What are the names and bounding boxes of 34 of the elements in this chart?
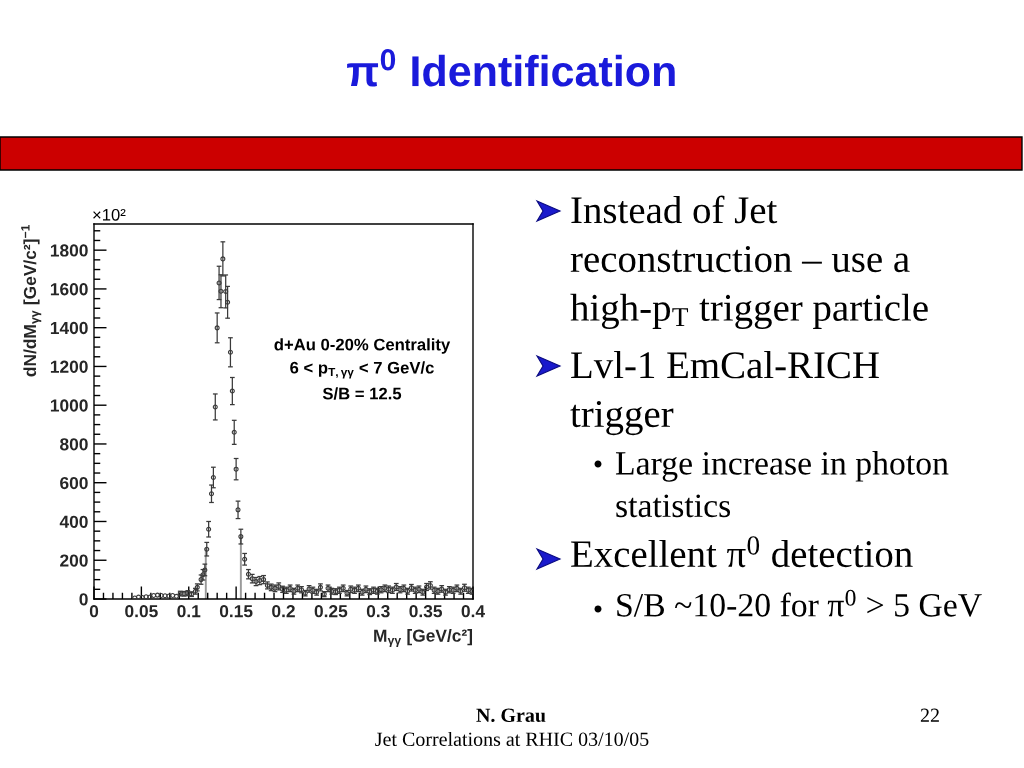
y-tick-label: 1400: [50, 321, 88, 335]
x-tick-label: 0.2: [272, 605, 295, 618]
x-tick-label: 0.3: [366, 605, 390, 618]
text: Lvl-1 EmCal-RICH trigger: [570, 351, 879, 436]
y-tick-label: 600: [60, 476, 88, 490]
annotation: S/B = 12.5: [322, 387, 402, 400]
y-tick-label: 200: [60, 554, 88, 567]
x-tick-label: 0.1: [177, 605, 201, 618]
text: S/B ~10-20 for π$^{0}$ > 5 GeV: [617, 589, 982, 617]
text: 22: [920, 708, 939, 722]
text: Jet Correlations at RHIC 03/10/05: [375, 731, 649, 747]
x-tick-label: 0: [89, 605, 99, 618]
y-tick-label: 0: [79, 593, 88, 606]
chart-title: π$^{0}$ Identification: [347, 49, 675, 87]
annotation: 6 < p$_{T,γγ}$ < 7 GeV/c: [290, 361, 434, 379]
x-tick-label: 0.4: [461, 605, 485, 618]
text: ×10²: [93, 208, 126, 221]
annotation: d+Au 0-20% Centrality: [274, 338, 451, 354]
x-tick-label: 0.05: [125, 605, 158, 618]
x-tick-label: 0.15: [219, 605, 253, 618]
y-axis-title: dN/dM$_{γγ}$ [GeV/c²]$^{−1}$: [21, 224, 42, 377]
y-tick-label: 1600: [50, 283, 88, 296]
y-tick-label: 1000: [50, 399, 88, 412]
y-tick-label: 1800: [50, 244, 88, 257]
text: Instead of Jet reconstruction – use a high-p$_{T}$ trigger particle: [570, 195, 928, 330]
x-axis-title: M$_{γγ}$ [GeV/c²]: [374, 629, 473, 647]
x-tick-label: 0.35: [409, 605, 443, 618]
y-tick-label: 800: [60, 438, 88, 451]
text: Large increase in photon statistics: [615, 451, 949, 518]
x-tick-label: 0.25: [314, 605, 348, 618]
text: N. Grau: [476, 708, 546, 723]
text: Excellent π$^{0}$ detection: [571, 536, 913, 568]
y-tick-label: 400: [59, 515, 88, 528]
y-tick-label: 1200: [50, 360, 88, 373]
